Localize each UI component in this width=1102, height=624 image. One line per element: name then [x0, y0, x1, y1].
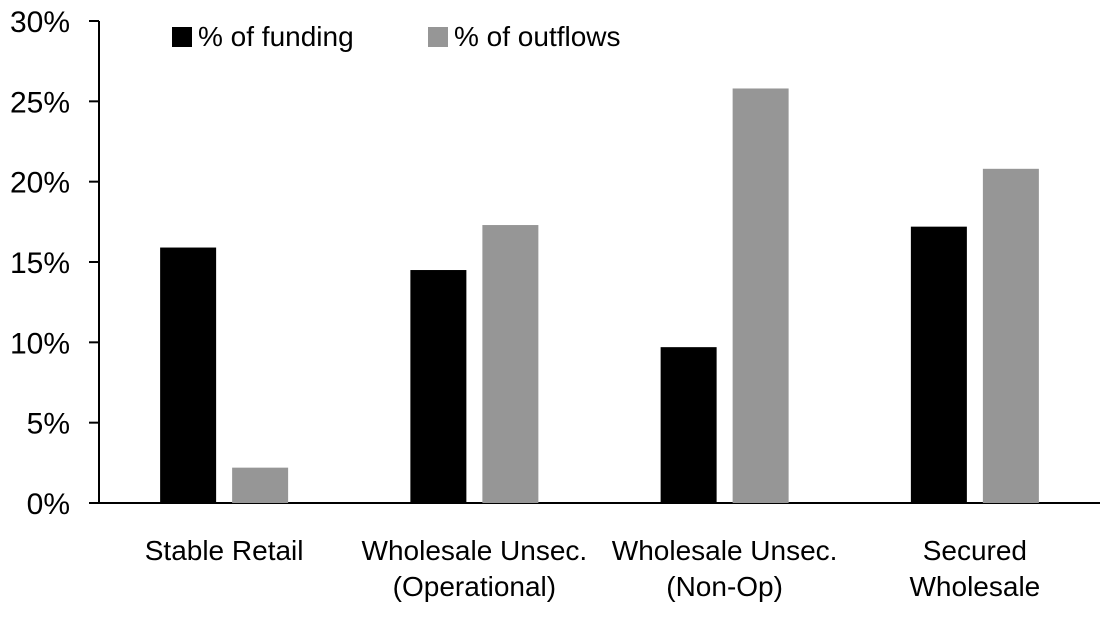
- bar-outflows: [232, 467, 289, 503]
- y-tick-label: 25%: [10, 86, 70, 119]
- x-tick-label: Wholesale: [910, 571, 1041, 602]
- bar-outflows: [482, 225, 539, 503]
- x-tick-label: Stable Retail: [145, 535, 304, 566]
- y-tick-label: 15%: [10, 247, 70, 280]
- bar-funding: [160, 247, 217, 503]
- x-tick-label: Wholesale Unsec.: [362, 535, 588, 566]
- bar-outflows: [732, 88, 789, 503]
- legend-label: % of funding: [198, 21, 354, 52]
- y-tick-label: 20%: [10, 167, 70, 200]
- bar-outflows: [982, 168, 1039, 503]
- x-tick-label: (Non-Op): [666, 571, 783, 602]
- bar-funding: [910, 226, 967, 504]
- legend-swatch: [428, 27, 448, 47]
- bar-funding: [410, 270, 467, 503]
- y-tick-label: 30%: [10, 6, 70, 39]
- legend-label: % of outflows: [454, 21, 621, 52]
- y-tick-label: 10%: [10, 327, 70, 360]
- y-tick-label: 5%: [27, 408, 70, 441]
- y-tick-label: 0%: [27, 488, 70, 521]
- x-tick-label: (Operational): [393, 571, 556, 602]
- legend-swatch: [172, 27, 192, 47]
- x-tick-label: Secured: [923, 535, 1027, 566]
- bar-funding: [660, 347, 717, 503]
- x-tick-label: Wholesale Unsec.: [612, 535, 838, 566]
